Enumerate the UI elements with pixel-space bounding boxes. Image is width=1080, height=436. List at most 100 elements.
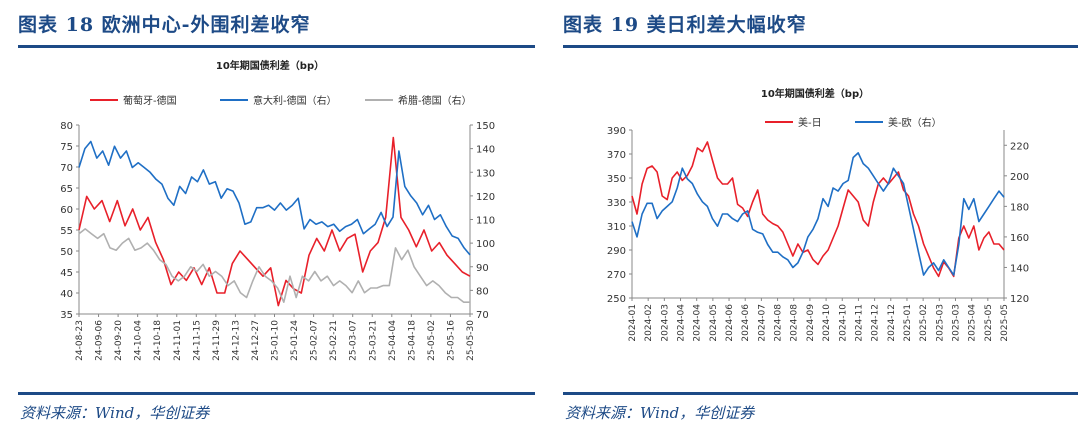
x-tick-label: 2024-06 (741, 304, 751, 342)
left-tick-label: 80 (60, 121, 73, 132)
x-tick-label: 24-11-15 (192, 320, 202, 361)
x-tick-label: 24-09-20 (114, 320, 124, 361)
x-tick-label: 25-01-10 (271, 320, 281, 361)
footer-rule (18, 392, 535, 395)
right-tick-label: 140 (1010, 263, 1029, 274)
left-tick-label: 390 (607, 126, 626, 137)
x-tick-label: 25-05-30 (466, 320, 476, 361)
right-tick-label: 120 (476, 192, 495, 203)
legend-label-1: 美-欧（右） (888, 116, 942, 129)
x-tick-label: 25-04-04 (388, 320, 398, 361)
x-tick-label: 2025-04 (968, 304, 978, 342)
x-tick-label: 2024-07 (757, 304, 767, 342)
x-tick-label: 25-04-18 (407, 320, 417, 361)
left-tick-label: 350 (607, 174, 626, 185)
left-tick-label: 65 (60, 184, 73, 195)
x-tick-label: 25-01-24 (290, 320, 300, 361)
right-tick-label: 100 (476, 239, 495, 250)
right-tick-label: 220 (1010, 141, 1029, 152)
right-tick-label: 130 (476, 168, 495, 179)
x-tick-label: 2024-02 (644, 304, 654, 342)
x-tick-label: 2024-10 (822, 304, 832, 342)
right-tick-label: 120 (1010, 294, 1029, 305)
right-tick-label: 110 (476, 216, 495, 227)
chart-euro-spreads: 10年期国债利差（bp） 葡萄牙-德国 意大利-德国（右） 希腊-德国（右） 35 40 4… (60, 59, 495, 361)
x-tick-label: 25-05-16 (446, 320, 456, 361)
x-tick-label: 25-02-21 (329, 320, 339, 361)
left-tick-label: 370 (607, 150, 626, 161)
x-tick-label: 2025-01 (903, 304, 913, 342)
figure-19-panel: 图表 19 美日利差大幅收窄 10年期国债利差（bp） 美-日 美-欧（右） 250 2… (540, 0, 1080, 436)
source-note: 资料来源：Wind，华创证券 (20, 404, 210, 422)
x-tick-label: 2025-05 (1000, 304, 1010, 342)
title-rule (563, 45, 1078, 48)
x-tick-label: 2024-01 (628, 304, 638, 342)
series-line-0 (631, 141, 1005, 278)
right-tick-label: 180 (1010, 202, 1029, 213)
left-tick-label: 250 (607, 294, 626, 305)
left-tick-label: 60 (60, 205, 73, 216)
x-tick-label: 25-05-02 (427, 320, 437, 361)
x-tick-label: 2024-08 (790, 304, 800, 342)
x-tick-label: 2024-04 (677, 304, 687, 342)
x-tick-label: 2024-11 (854, 304, 864, 342)
right-tick-label: 90 (476, 263, 489, 274)
legend-label-0: 美-日 (798, 116, 822, 129)
x-tick-label: 24-08-23 (75, 320, 85, 361)
right-tick-label: 150 (476, 121, 495, 132)
title-rule (18, 45, 535, 48)
x-tick-label: 2024-05 (709, 304, 719, 342)
left-tick-label: 270 (607, 270, 626, 281)
legend-label-2: 希腊-德国（右） (398, 94, 472, 107)
x-tick-label: 2024-06 (725, 304, 735, 342)
x-tick-label: 24-12-27 (251, 320, 261, 361)
chart-title: 10年期国债利差（bp） (216, 59, 324, 72)
x-tick-label: 25-02-07 (310, 320, 320, 361)
x-tick-label: 24-10-18 (153, 320, 163, 361)
x-tick-label: 2024-09 (806, 304, 816, 342)
right-tick-label: 80 (476, 286, 489, 297)
left-tick-label: 55 (60, 226, 73, 237)
left-tick-label: 310 (607, 222, 626, 233)
x-tick-label: 24-10-04 (134, 320, 144, 361)
x-tick-label: 2024-12 (871, 304, 881, 342)
chart-us-spreads: 10年期国债利差（bp） 美-日 美-欧（右） 250 270 290 310 330 350 3… (607, 87, 1029, 342)
series-line-1 (78, 140, 471, 256)
chart-title: 10年期国债利差（bp） (761, 87, 869, 100)
x-tick-label: 24-09-06 (95, 320, 105, 361)
figure-title: 图表 19 美日利差大幅收窄 (563, 14, 807, 36)
legend-label-1: 意大利-德国（右） (253, 94, 337, 107)
x-tick-label: 25-03-21 (368, 320, 378, 361)
left-tick-label: 50 (60, 247, 73, 258)
x-tick-label: 25-03-07 (349, 320, 359, 361)
left-tick-label: 290 (607, 246, 626, 257)
right-tick-label: 160 (1010, 233, 1029, 244)
source-note: 资料来源：Wind，华创证券 (565, 404, 755, 422)
x-tick-label: 24-11-29 (212, 320, 222, 361)
figure-title: 图表 18 欧洲中心-外围利差收窄 (18, 14, 311, 36)
left-tick-label: 40 (60, 289, 73, 300)
x-tick-label: 24-12-13 (231, 320, 241, 361)
legend-label-0: 葡萄牙-德国 (123, 94, 177, 107)
x-tick-label: 24-11-01 (173, 320, 183, 361)
footer-rule (563, 392, 1078, 395)
x-tick-label: 2024-10 (838, 304, 848, 342)
x-tick-label: 2025-05 (984, 304, 994, 342)
figure-18-panel: 图表 18 欧洲中心-外围利差收窄 10年期国债利差（bp） 葡萄牙-德国 意大利-… (18, 14, 535, 422)
series-line-2 (78, 228, 470, 304)
left-tick-label: 330 (607, 198, 626, 209)
x-tick-label: 2024-08 (774, 304, 784, 342)
x-tick-label: 2024-12 (887, 304, 897, 342)
series-line-0 (78, 136, 471, 307)
x-tick-label: 2025-03 (951, 304, 961, 342)
x-tick-label: 2024-03 (660, 304, 670, 342)
left-tick-label: 70 (60, 163, 73, 174)
right-tick-label: 140 (476, 145, 495, 156)
left-tick-label: 35 (60, 310, 73, 321)
x-tick-label: 2025-02 (919, 304, 929, 342)
left-tick-label: 45 (60, 268, 73, 279)
x-tick-label: 2024-04 (693, 304, 703, 342)
x-tick-label: 2025-03 (935, 304, 945, 342)
right-tick-label: 200 (1010, 172, 1029, 183)
series-line-1 (631, 152, 1005, 276)
